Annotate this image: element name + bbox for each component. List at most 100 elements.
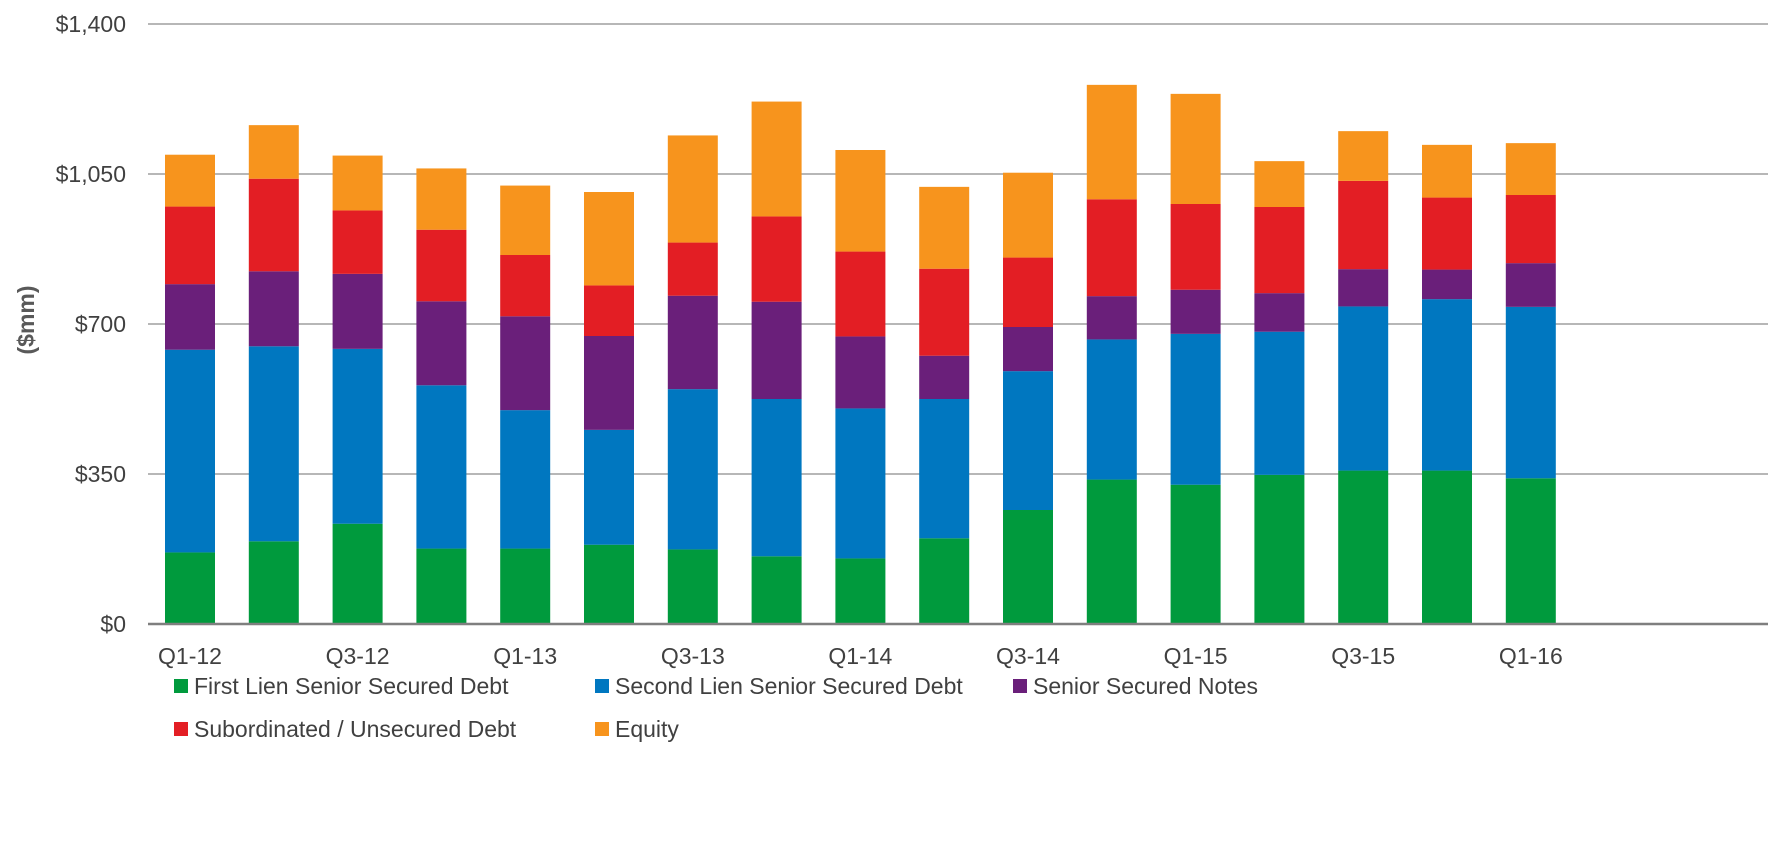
bar-segment — [500, 548, 551, 624]
bar-segment — [751, 301, 802, 399]
x-tick-label: Q1-15 — [1164, 643, 1228, 669]
bar-segment — [500, 185, 551, 255]
bar-segment — [919, 186, 970, 269]
bar-segment — [751, 556, 802, 624]
bar-segment — [332, 523, 383, 624]
x-tick-label: Q1-12 — [158, 643, 222, 669]
bar-segment — [165, 284, 215, 350]
bar-segment — [165, 206, 215, 285]
bar-segment — [835, 251, 886, 337]
bar-segment — [248, 541, 299, 624]
bar-segment — [1422, 269, 1472, 300]
bar-segment — [584, 336, 634, 430]
bar-segment — [1254, 474, 1305, 624]
bar-segment — [835, 150, 886, 252]
bar-segment — [584, 285, 634, 336]
bar-segment — [584, 429, 634, 545]
legend-swatch — [174, 722, 188, 736]
bar-segment — [165, 349, 215, 553]
x-tick-label: Q3-13 — [661, 643, 725, 669]
bar-segment — [1254, 161, 1305, 207]
bar-segment — [835, 336, 886, 409]
bar-segment — [416, 548, 467, 624]
y-axis-label: ($mm) — [13, 285, 39, 354]
legend-swatch — [174, 679, 188, 693]
bar-segment — [332, 210, 383, 274]
bar-segment — [835, 408, 886, 559]
bar-segment — [1086, 84, 1137, 200]
bar-segment — [751, 101, 802, 217]
bar-segment — [500, 410, 551, 549]
bar-segment — [248, 346, 299, 542]
bar-segment — [667, 549, 718, 624]
bar-segment — [667, 295, 718, 390]
bar-segment — [1505, 195, 1556, 264]
bar-segment — [332, 273, 383, 349]
y-tick-label: $1,050 — [56, 161, 126, 187]
legend-label: Second Lien Senior Secured Debt — [615, 673, 963, 699]
bar-segment — [751, 399, 802, 557]
bar-segment — [500, 255, 551, 317]
bar-segment — [416, 385, 467, 549]
bar-segment — [667, 135, 718, 243]
bar-segment — [1170, 333, 1221, 485]
bar-segment — [667, 389, 718, 550]
y-tick-label: $1,400 — [56, 11, 126, 37]
bar-segment — [919, 355, 970, 399]
y-tick-label: $0 — [100, 611, 126, 637]
bar-segment — [584, 544, 634, 624]
bar-segment — [1003, 371, 1053, 510]
legend-label: Subordinated / Unsecured Debt — [194, 716, 517, 742]
bar-segment — [332, 348, 383, 524]
x-tick-label: Q1-13 — [493, 643, 557, 669]
bar-segment — [1170, 204, 1221, 290]
bar-segment — [751, 216, 802, 302]
bar-segment — [500, 316, 551, 411]
bar-segment — [1338, 470, 1389, 624]
bar-segment — [1003, 510, 1053, 624]
bar-segment — [1086, 339, 1137, 480]
y-tick-label: $350 — [75, 461, 126, 487]
legend-label: First Lien Senior Secured Debt — [194, 673, 509, 699]
bar-segment — [1003, 327, 1053, 372]
bar-segment — [1422, 144, 1472, 198]
legend-label: Equity — [615, 716, 679, 742]
bar-segment — [416, 229, 467, 302]
bar-segment — [165, 154, 215, 207]
bar-segment — [1505, 263, 1556, 307]
bar-segment — [1505, 143, 1556, 195]
bar-segment — [1338, 269, 1389, 307]
legend-swatch — [1013, 679, 1027, 693]
bar-segment — [1338, 131, 1389, 181]
bar-segment — [248, 125, 299, 179]
bar-segment — [919, 538, 970, 624]
x-tick-label: Q3-15 — [1331, 643, 1395, 669]
x-tick-label: Q3-14 — [996, 643, 1060, 669]
bars — [165, 84, 1556, 624]
bar-segment — [332, 155, 383, 211]
bar-segment — [584, 192, 634, 286]
y-tick-label: $700 — [75, 311, 126, 337]
bar-segment — [1338, 180, 1389, 270]
bar-segment — [1086, 296, 1137, 340]
bar-segment — [667, 242, 718, 296]
x-tick-label: Q3-12 — [326, 643, 390, 669]
bar-segment — [1505, 306, 1556, 479]
bar-segment — [1003, 257, 1053, 327]
legend-label: Senior Secured Notes — [1033, 673, 1258, 699]
bar-segment — [1170, 289, 1221, 334]
bar-segment — [1422, 470, 1472, 624]
bar-segment — [1505, 478, 1556, 624]
axes: $0 $350 $700 $1,050 $1,400 Q1-12 Q3-12 Q1-13 Q3-… — [56, 11, 1768, 669]
bar-segment — [1422, 299, 1472, 471]
bar-segment — [1422, 197, 1472, 270]
bar-segment — [1170, 484, 1221, 624]
bar-segment — [248, 178, 299, 272]
x-tick-label: Q1-16 — [1499, 643, 1563, 669]
bar-segment — [1086, 479, 1137, 624]
bar-segment — [1003, 172, 1053, 258]
bar-segment — [1254, 207, 1305, 294]
bar-segment — [1170, 93, 1221, 204]
